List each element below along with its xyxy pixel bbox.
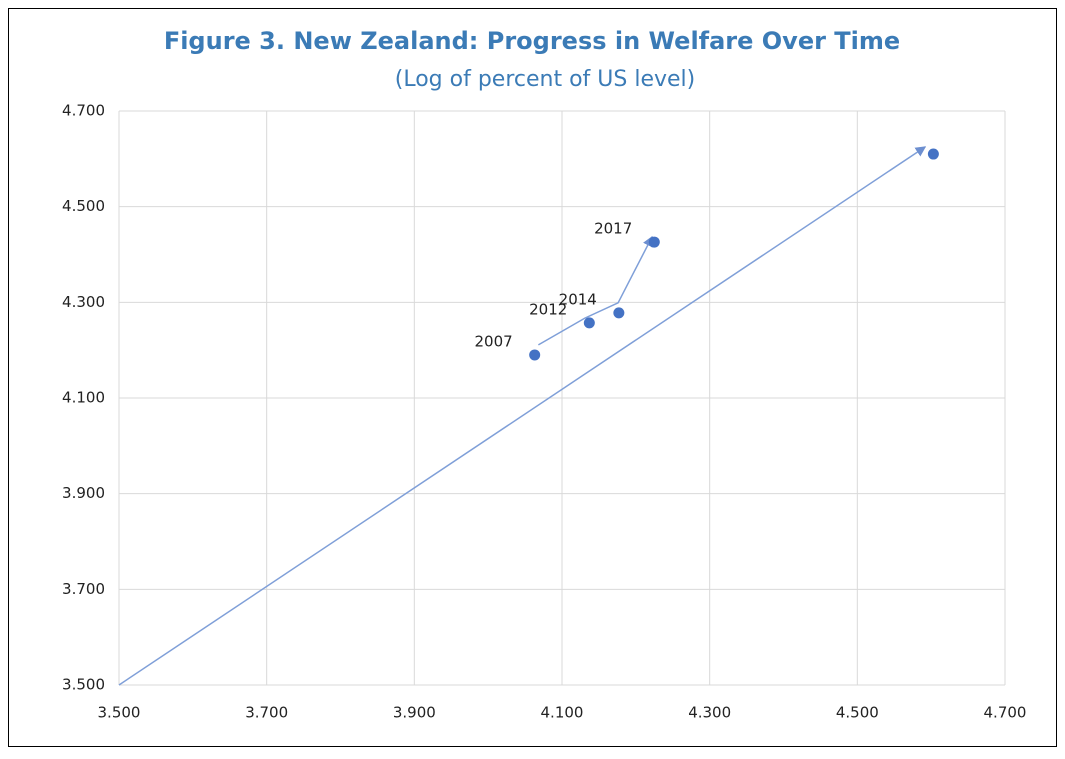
point-label: 2017 [594, 220, 632, 238]
x-tick-label: 4.700 [984, 704, 1027, 722]
x-tick-label: 3.900 [393, 704, 436, 722]
arrow-line [118, 146, 927, 686]
point-label: 2007 [474, 332, 512, 350]
arrow-line [537, 235, 653, 346]
point [927, 148, 939, 160]
y-tick-label: 3.900 [62, 484, 105, 502]
point [613, 307, 625, 319]
y-tick-label: 4.300 [62, 293, 105, 311]
y-tick-label: 4.700 [62, 102, 105, 120]
point [648, 236, 660, 248]
y-tick-label: 3.700 [62, 580, 105, 598]
x-tick-label: 4.500 [836, 704, 879, 722]
x-tick-label: 3.500 [98, 704, 141, 722]
chart-subtitle: (Log of percent of US level) [395, 67, 695, 92]
point [529, 349, 541, 361]
frame [8, 8, 1057, 747]
point-label: 2014 [559, 290, 597, 308]
x-tick-label: 3.700 [245, 704, 288, 722]
x-tick-label: 4.300 [688, 704, 731, 722]
point [583, 317, 595, 329]
x-tick-label: 4.100 [541, 704, 584, 722]
y-tick-label: 4.500 [62, 197, 105, 215]
chart-title: Figure 3. New Zealand: Progress in Welfa… [164, 27, 900, 55]
y-tick-label: 3.500 [62, 676, 105, 694]
y-tick-label: 4.100 [62, 389, 105, 407]
point-label: 2012 [529, 300, 567, 318]
